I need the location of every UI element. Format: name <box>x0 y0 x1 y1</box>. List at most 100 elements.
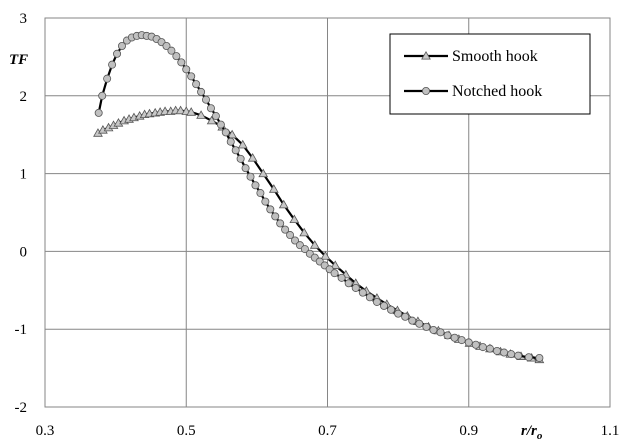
data-point-notched-hook <box>167 46 176 55</box>
y-tick-label: -2 <box>15 400 28 416</box>
legend: Smooth hook Notched hook <box>389 33 591 115</box>
data-point-notched-hook <box>379 301 388 310</box>
data-point-notched-hook <box>187 72 196 81</box>
x-axis-title: r/ro <box>521 423 543 442</box>
data-point-notched-hook <box>450 333 459 342</box>
data-point-notched-hook <box>344 279 353 288</box>
data-point-notched-hook <box>337 273 346 282</box>
x-axis-title-subscript: o <box>537 430 543 442</box>
x-axis-title-main: r/r <box>521 423 537 439</box>
data-point-notched-hook <box>211 112 220 121</box>
data-point-notched-hook <box>231 146 240 155</box>
data-point-notched-hook <box>492 346 501 355</box>
data-point-notched-hook <box>500 348 509 357</box>
x-tick-label: 0.3 <box>36 423 55 439</box>
data-point-notched-hook <box>358 288 367 297</box>
legend-marker <box>421 87 430 96</box>
data-point-notched-hook <box>351 283 360 292</box>
y-tick-label: -1 <box>15 322 28 338</box>
data-point-notched-hook <box>300 245 309 254</box>
plot-frame <box>44 17 611 408</box>
data-point-smooth-hook <box>299 227 310 237</box>
data-point-notched-hook <box>485 344 494 353</box>
data-point-notched-hook <box>221 128 230 137</box>
data-point-notched-hook <box>246 172 255 181</box>
data-point-notched-hook <box>422 322 431 331</box>
data-point-smooth-hook <box>196 110 206 119</box>
data-point-notched-hook <box>172 52 181 61</box>
data-point-smooth-hook <box>258 168 269 178</box>
data-point-notched-hook <box>401 312 410 321</box>
data-point-notched-hook <box>372 297 381 306</box>
data-point-notched-hook <box>471 340 480 349</box>
data-point-notched-hook <box>415 319 424 328</box>
data-point-notched-hook <box>464 338 473 347</box>
y-axis-title: TF <box>9 52 28 68</box>
series-notched-hook <box>94 31 544 362</box>
data-point-notched-hook <box>177 58 186 67</box>
data-point-notched-hook <box>394 309 403 318</box>
series-line-smooth-hook <box>97 109 540 361</box>
data-point-notched-hook <box>457 336 466 345</box>
x-tick-label: 0.5 <box>177 423 196 439</box>
data-point-smooth-hook <box>237 139 248 149</box>
data-point-notched-hook <box>251 181 260 190</box>
y-tick-label: 0 <box>20 244 28 260</box>
data-point-notched-hook <box>182 65 191 74</box>
data-point-notched-hook <box>524 353 533 362</box>
y-tick-label: 3 <box>20 11 28 27</box>
legend-box <box>389 33 591 115</box>
data-point-notched-hook <box>113 49 122 58</box>
x-tick-label: 0.7 <box>318 423 337 439</box>
y-tick-label: 1 <box>20 167 28 183</box>
data-point-smooth-hook <box>175 105 186 115</box>
data-point-notched-hook <box>286 231 295 240</box>
data-point-notched-hook <box>241 164 250 173</box>
data-point-notched-hook <box>478 343 487 352</box>
data-point-notched-hook <box>436 328 445 337</box>
data-point-notched-hook <box>256 189 265 198</box>
data-point-notched-hook <box>226 137 235 146</box>
data-point-smooth-hook <box>206 115 217 125</box>
data-point-notched-hook <box>330 269 339 278</box>
data-point-notched-hook <box>197 87 206 96</box>
data-point-notched-hook <box>202 95 211 104</box>
data-point-notched-hook <box>408 316 417 325</box>
data-point-notched-hook <box>291 236 300 245</box>
data-point-notched-hook <box>117 42 126 51</box>
data-point-notched-hook <box>236 154 245 163</box>
tick-labels: -2 -1 0 1 2 3 0.3 0.5 0.7 0.9 1.1 <box>15 11 620 439</box>
data-point-smooth-hook <box>247 153 258 162</box>
data-point-smooth-hook <box>278 199 289 209</box>
x-tick-label: 0.9 <box>459 423 478 439</box>
data-point-smooth-hook <box>289 214 300 224</box>
data-point-smooth-hook <box>227 129 238 139</box>
data-point-notched-hook <box>514 351 523 360</box>
data-point-notched-hook <box>261 197 270 206</box>
legend-marker <box>421 50 431 60</box>
data-point-notched-hook <box>98 91 107 100</box>
data-point-notched-hook <box>271 212 280 221</box>
series-layer <box>93 31 545 364</box>
data-point-notched-hook <box>103 74 112 83</box>
data-point-smooth-hook <box>186 107 197 116</box>
data-point-notched-hook <box>443 331 452 340</box>
data-point-notched-hook <box>266 205 275 214</box>
legend-item: Smooth hook <box>404 48 538 65</box>
data-point-notched-hook <box>387 305 396 314</box>
series-smooth-hook <box>93 105 545 364</box>
data-point-smooth-hook <box>330 260 341 269</box>
legend-label: Notched hook <box>452 83 542 100</box>
data-point-smooth-hook <box>320 251 331 260</box>
x-tick-label: 1.1 <box>601 423 620 439</box>
data-point-notched-hook <box>192 80 201 89</box>
data-point-notched-hook <box>108 60 117 69</box>
data-point-notched-hook <box>162 42 171 51</box>
data-point-notched-hook <box>365 293 374 302</box>
data-point-smooth-hook <box>268 184 279 193</box>
data-point-notched-hook <box>535 353 544 362</box>
data-point-notched-hook <box>94 108 103 117</box>
data-point-notched-hook <box>276 219 285 228</box>
data-point-notched-hook <box>216 120 225 129</box>
